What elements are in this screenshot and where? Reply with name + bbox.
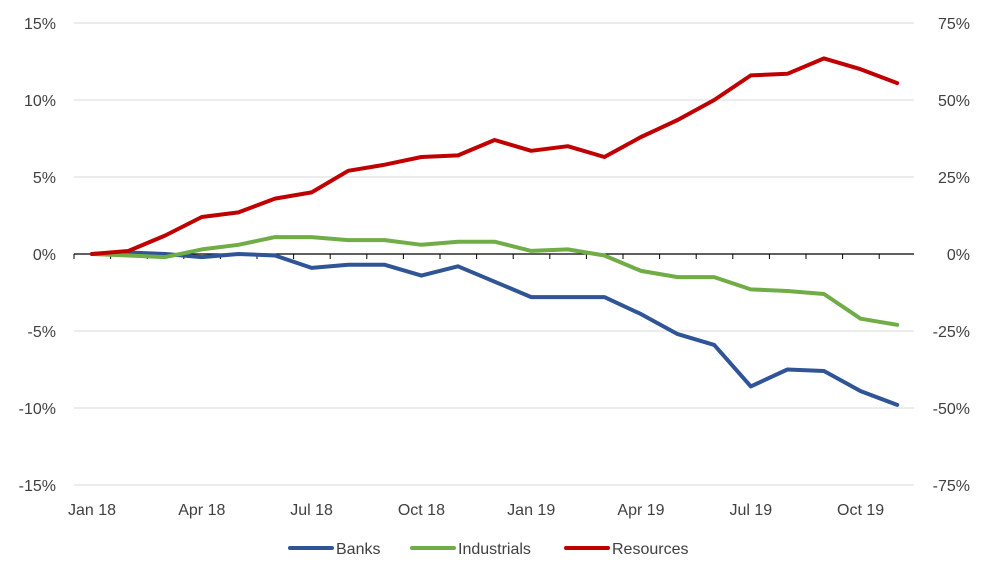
left-tick-label: 5%: [33, 170, 56, 187]
legend-label-banks: Banks: [336, 541, 380, 558]
x-tick-label: Jan 19: [507, 502, 555, 519]
right-tick-label: -75%: [933, 478, 970, 495]
right-y-axis-ticks: 75% 50% 25% 0% -25% -50% -75%: [933, 16, 970, 495]
x-tick-label: Apr 18: [178, 502, 225, 519]
x-axis-ticks: Jan 18 Apr 18 Jul 18 Oct 18 Jan 19 Apr 19 Jul …: [68, 502, 884, 519]
series-lines: [90, 56, 900, 407]
right-tick-label: -25%: [933, 324, 970, 341]
left-tick-label: -5%: [28, 324, 56, 341]
legend-label-industrials: Industrials: [458, 541, 531, 558]
legend: Banks Industrials Resources: [288, 541, 688, 558]
right-tick-label: 75%: [938, 16, 970, 33]
x-tick-label: Oct 18: [398, 502, 445, 519]
series-line-resources: [90, 56, 900, 256]
series-line-industrials: [90, 235, 900, 327]
left-tick-label: -10%: [19, 401, 56, 418]
x-tick-label: Oct 19: [837, 502, 884, 519]
right-tick-label: 50%: [938, 93, 970, 110]
right-tick-label: 25%: [938, 170, 970, 187]
left-tick-label: 15%: [24, 16, 56, 33]
left-tick-label: 10%: [24, 93, 56, 110]
x-tick-label: Apr 19: [617, 502, 664, 519]
legend-label-resources: Resources: [612, 541, 688, 558]
left-tick-label: -15%: [19, 478, 56, 495]
gridlines: [74, 22, 914, 486]
right-tick-label: 0%: [947, 247, 970, 264]
x-tick-label: Jul 19: [729, 502, 772, 519]
x-tick-label: Jan 18: [68, 502, 116, 519]
x-tick-label: Jul 18: [290, 502, 333, 519]
series-line-banks: [90, 250, 900, 407]
left-tick-label: 0%: [33, 247, 56, 264]
left-y-axis-ticks: 15% 10% 5% 0% -5% -10% -15%: [19, 16, 56, 495]
right-tick-label: -50%: [933, 401, 970, 418]
